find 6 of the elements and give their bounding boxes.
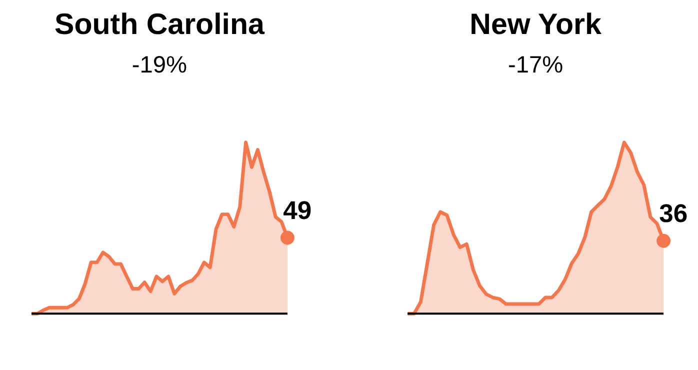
chart-subtitle: -19% [132, 52, 188, 78]
annotation: 36 [659, 200, 688, 228]
annotation: 49 [283, 197, 312, 226]
chart-subtitle: -17% [508, 52, 564, 78]
chart-title: South Carolina [54, 8, 266, 42]
chart-title: New York [470, 8, 602, 42]
